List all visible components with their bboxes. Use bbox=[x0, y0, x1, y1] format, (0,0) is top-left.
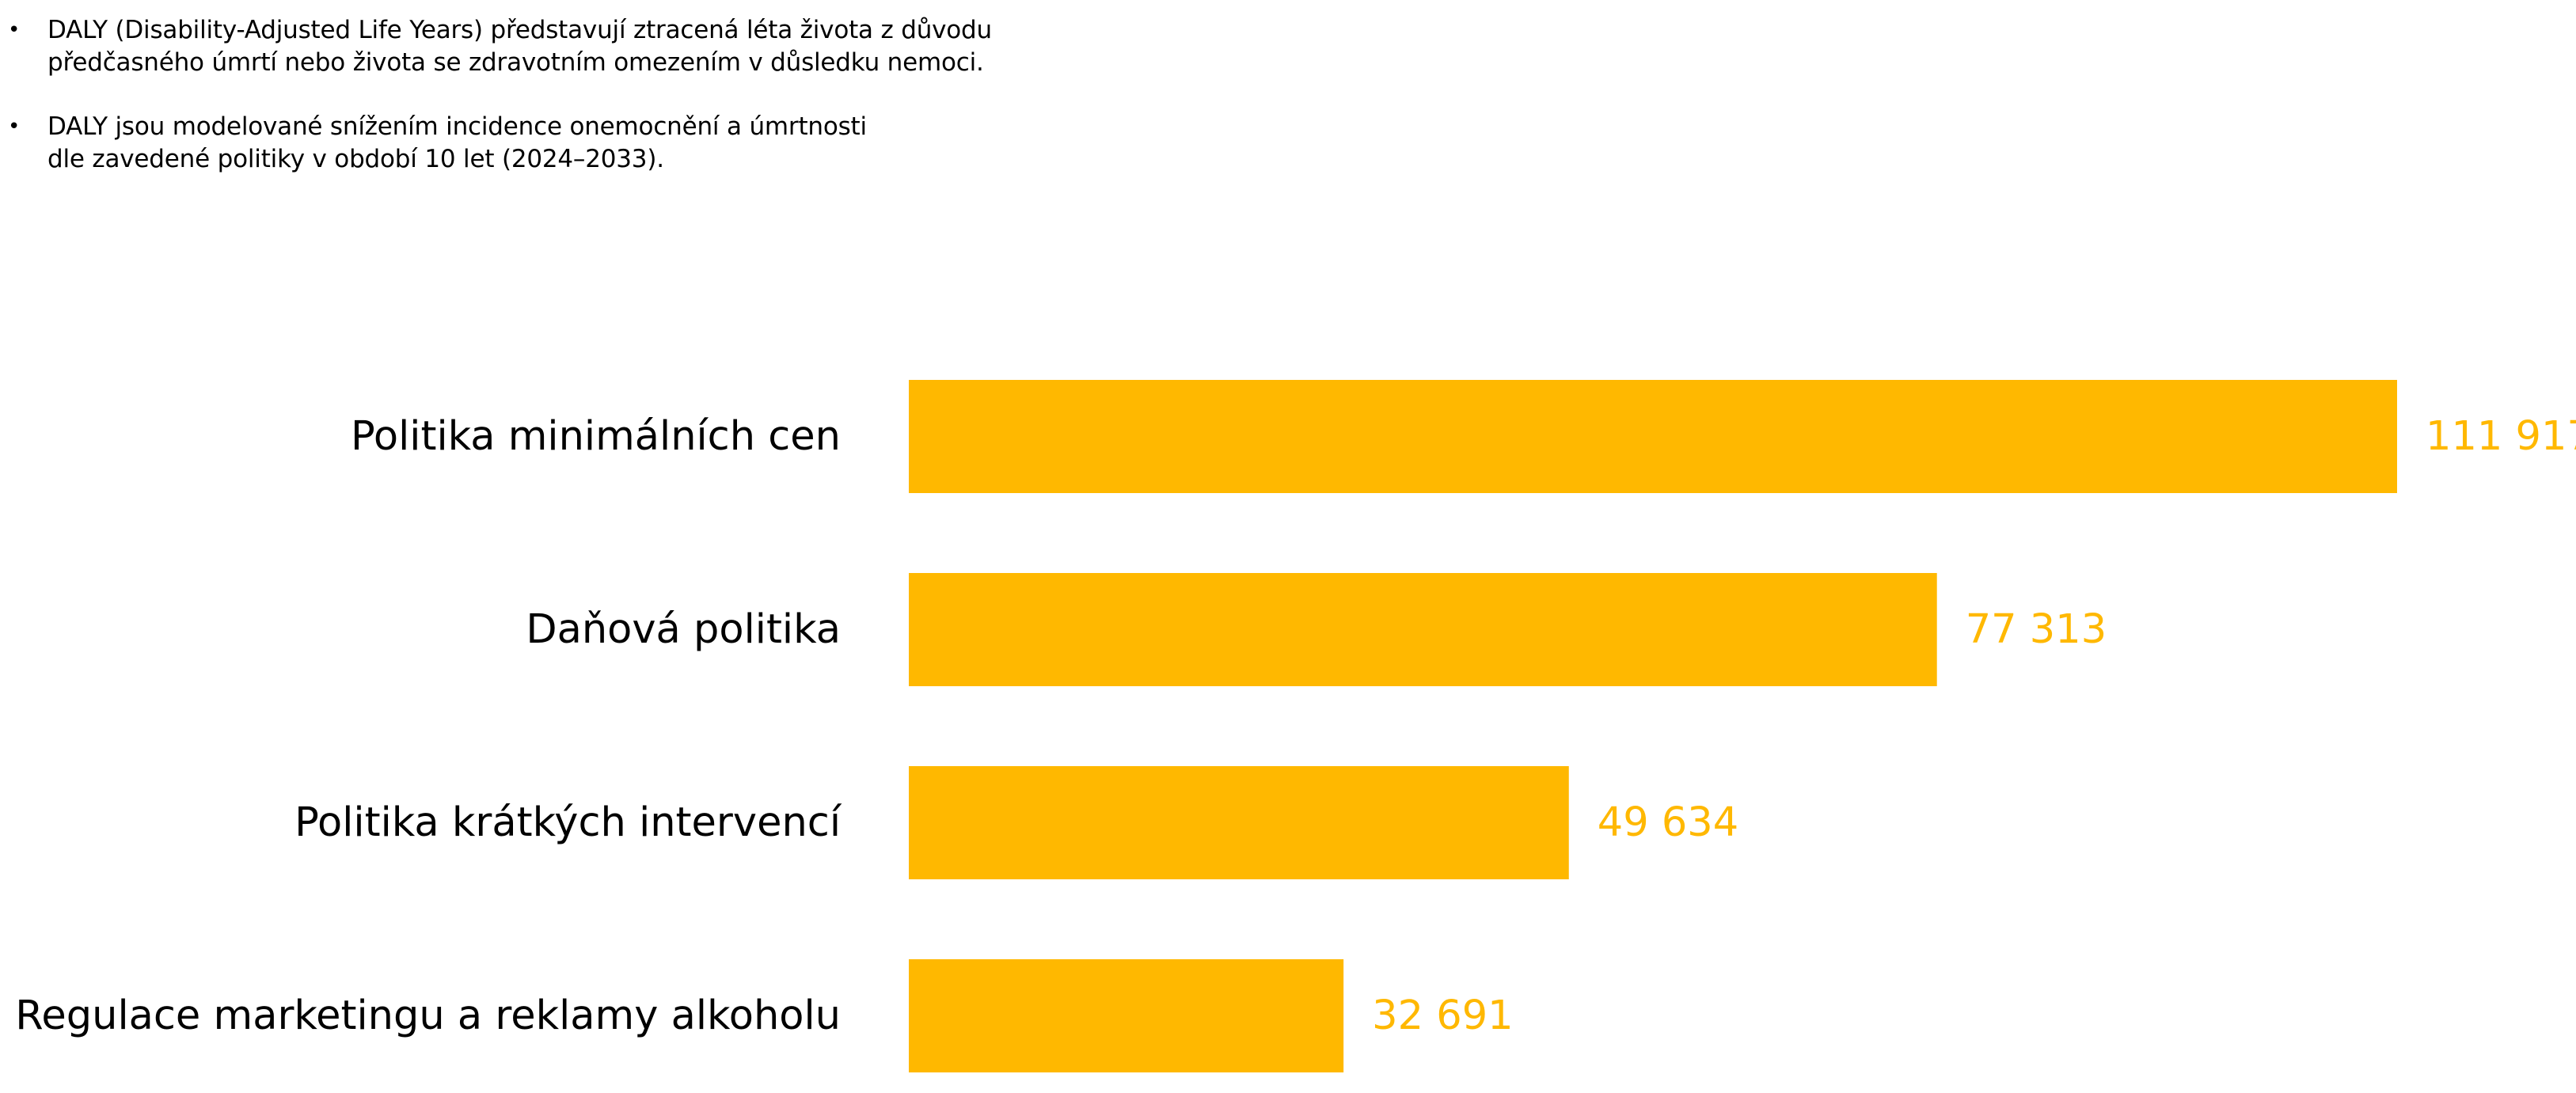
category-label: Daňová politika bbox=[526, 606, 841, 653]
value-label: 49 634 bbox=[1598, 799, 1738, 846]
bar bbox=[909, 380, 2397, 493]
note-line: DALY (Disability-Adjusted Life Years) př… bbox=[47, 16, 992, 44]
note-line: DALY jsou modelované snížením incidence … bbox=[47, 112, 867, 141]
notes-list: • DALY (Disability-Adjusted Life Years) … bbox=[0, 14, 1108, 207]
bar bbox=[909, 573, 1937, 686]
value-label: 77 313 bbox=[1966, 606, 2107, 653]
category-label: Regulace marketingu a reklamy alkoholu bbox=[15, 992, 841, 1039]
bar bbox=[909, 766, 1569, 879]
note-line: předčasného úmrtí nebo života se zdravot… bbox=[47, 48, 984, 77]
bullet-icon: • bbox=[8, 18, 21, 42]
category-label: Politika krátkých intervencí bbox=[294, 799, 842, 846]
bullet-icon: • bbox=[8, 115, 21, 139]
note-item: • DALY (Disability-Adjusted Life Years) … bbox=[0, 14, 1108, 79]
note-item: • DALY jsou modelované snížením incidenc… bbox=[0, 111, 1108, 176]
category-label: Politika minimálních cen bbox=[351, 413, 841, 460]
value-label: 111 917 bbox=[2426, 413, 2576, 460]
value-label: 32 691 bbox=[1372, 992, 1513, 1039]
note-line: dle zavedené politiky v období 10 let (2… bbox=[47, 145, 664, 173]
bar bbox=[909, 959, 1344, 1072]
